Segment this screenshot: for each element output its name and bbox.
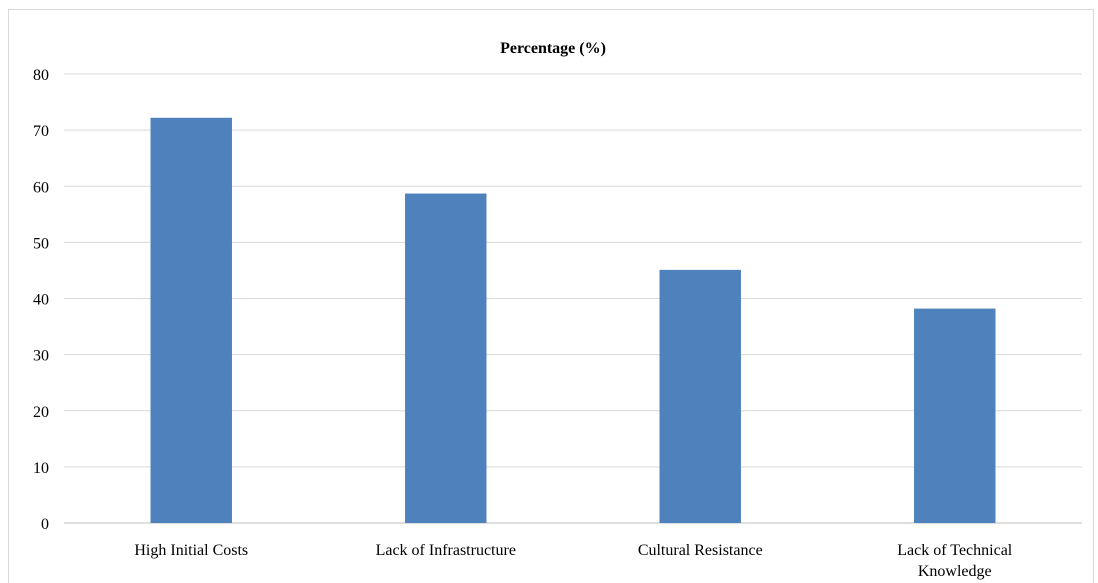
bar: [914, 308, 996, 523]
x-tick-label: High Initial Costs: [134, 542, 248, 559]
y-tick-label: 0: [41, 516, 49, 533]
y-tick-label: 60: [33, 179, 49, 196]
y-tick-label: 10: [33, 460, 49, 477]
chart-title: Percentage (%): [500, 40, 606, 57]
y-axis-ticks: 0 10 20 30 40 50 60 70 80: [33, 67, 49, 533]
gridlines: [64, 73, 1082, 524]
bar: [659, 269, 741, 523]
y-tick-label: 40: [33, 292, 49, 309]
x-tick-label: Knowledge: [918, 563, 992, 580]
y-tick-label: 70: [33, 123, 49, 140]
y-tick-label: 80: [33, 67, 49, 84]
x-tick-label: Cultural Resistance: [638, 542, 763, 559]
x-axis-ticks: High Initial Costs Lack of Infrastructure…: [134, 542, 1012, 580]
bars: [150, 117, 996, 523]
y-tick-label: 50: [33, 235, 49, 252]
y-tick-label: 20: [33, 404, 49, 421]
x-tick-label: Lack of Technical: [897, 542, 1013, 559]
y-tick-label: 30: [33, 348, 49, 365]
x-tick-label: Lack of Infrastructure: [376, 542, 516, 559]
bar: [150, 117, 232, 523]
bar: [405, 193, 487, 523]
